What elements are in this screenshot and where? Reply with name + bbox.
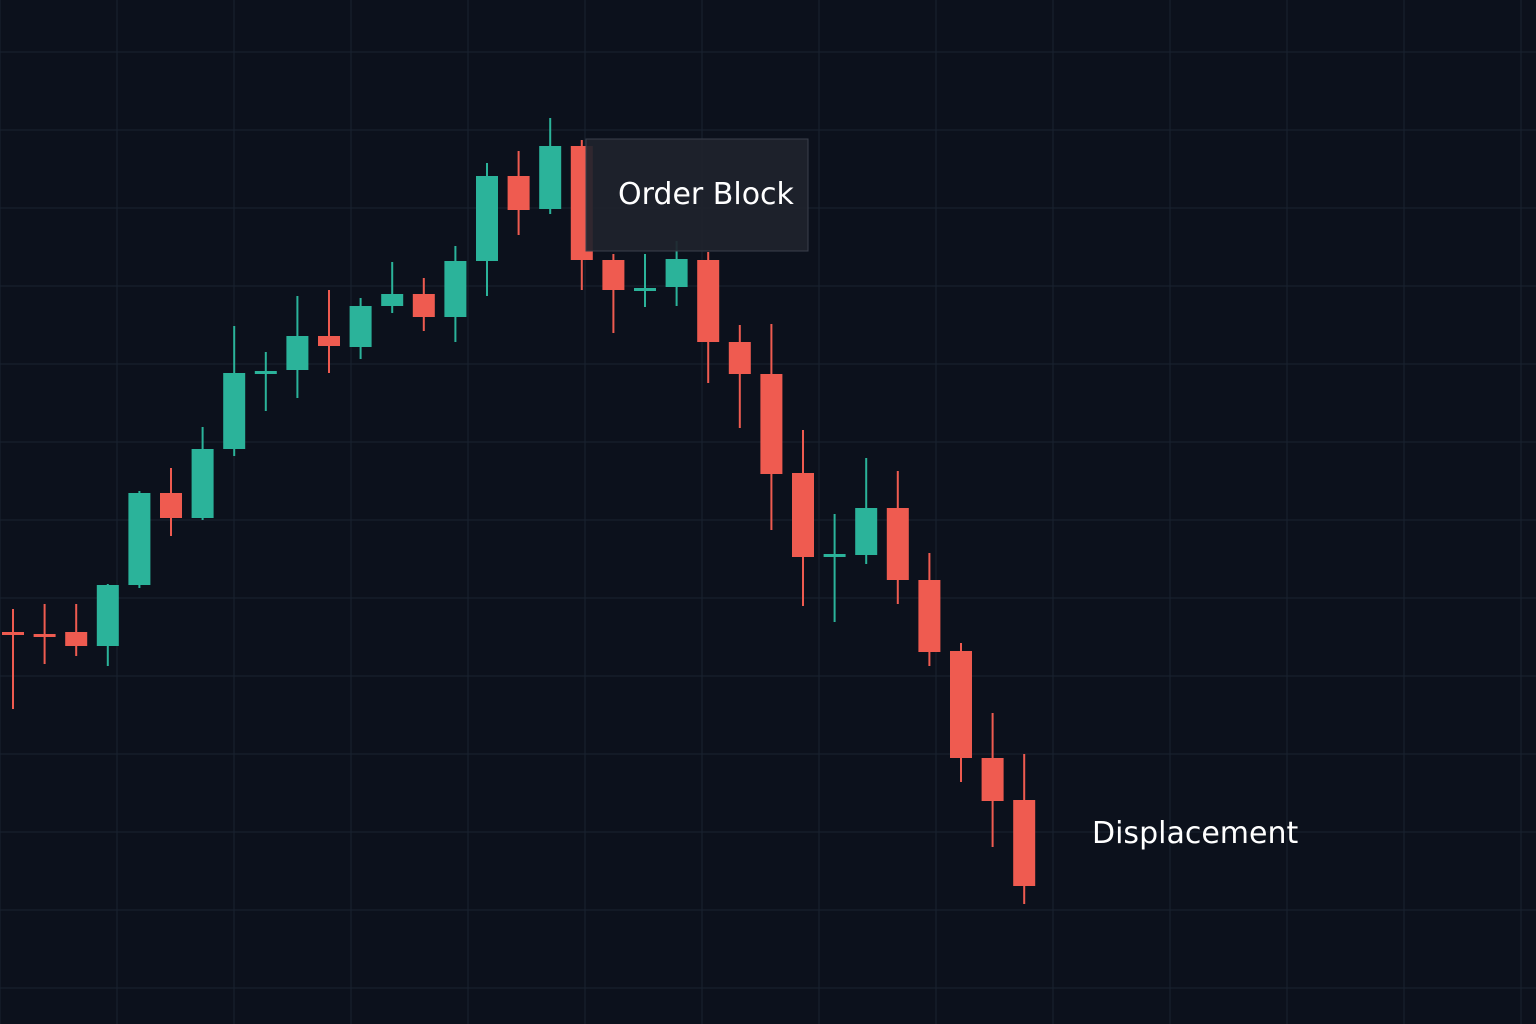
candle-bullish (191, 427, 214, 520)
candle-bullish (96, 584, 119, 666)
candle-bearish (412, 278, 435, 331)
candle-body (33, 634, 56, 637)
candle-bullish (855, 458, 878, 564)
candle-bearish (1013, 754, 1036, 904)
candle-bearish (760, 324, 783, 530)
candle-bullish (665, 241, 688, 306)
candle-body (96, 585, 119, 646)
candle-body (286, 336, 309, 370)
candle-body (349, 306, 372, 347)
candle-bearish (728, 325, 751, 428)
candle-body (823, 554, 846, 557)
candle-bearish (886, 471, 909, 604)
candle-body (507, 176, 530, 210)
candle-body (886, 508, 909, 580)
order-block-label: Order Block (618, 177, 795, 212)
candle-bearish (33, 604, 56, 664)
candle-body (476, 176, 498, 261)
candle-bullish (223, 326, 246, 456)
candle-bearish (2, 609, 24, 709)
candle-bullish (634, 254, 656, 307)
candle-body (539, 146, 562, 209)
candle-bullish (381, 262, 404, 313)
order-block-box (585, 138, 809, 252)
candle-bearish (160, 468, 182, 536)
candle-body (412, 294, 435, 317)
candle-body (981, 758, 1004, 801)
candle-bullish (476, 163, 498, 296)
candle-bearish (507, 151, 530, 235)
candle-body (318, 336, 340, 346)
candle-body (254, 371, 277, 374)
candle-bearish (792, 430, 814, 606)
candles (2, 118, 1036, 904)
candle-body (2, 632, 24, 635)
candle-body (602, 260, 625, 290)
candle-bearish (602, 254, 625, 333)
candle-bearish (981, 713, 1004, 847)
candle-body (697, 260, 720, 342)
candle-body (128, 493, 151, 585)
candle-body (191, 449, 214, 518)
candle-bullish (823, 514, 846, 622)
candle-body (728, 342, 751, 374)
candle-body (65, 632, 88, 646)
candle-body (792, 473, 814, 557)
candle-body (634, 288, 656, 291)
candle-body (950, 651, 972, 758)
candle-body (381, 294, 404, 306)
displacement-label: Displacement (1092, 816, 1298, 851)
candle-bearish (950, 643, 972, 782)
candle-bullish (539, 118, 562, 214)
candle-bullish (349, 298, 372, 359)
candle-bearish (318, 290, 340, 373)
candle-body (1013, 800, 1036, 886)
candle-bullish (444, 246, 467, 342)
candle-bearish (65, 604, 88, 656)
candle-bullish (128, 491, 151, 588)
candle-body (223, 373, 246, 449)
candle-bullish (254, 352, 277, 411)
candle-body (855, 508, 878, 555)
candle-body (665, 259, 688, 287)
candle-bearish (697, 252, 720, 383)
candle-body (918, 580, 941, 652)
candle-body (160, 493, 182, 518)
candle-bullish (286, 296, 309, 398)
candle-bearish (918, 553, 941, 666)
candle-body (444, 261, 467, 317)
annotations: Order Block Displacement (585, 138, 1298, 851)
candle-body (760, 374, 783, 474)
